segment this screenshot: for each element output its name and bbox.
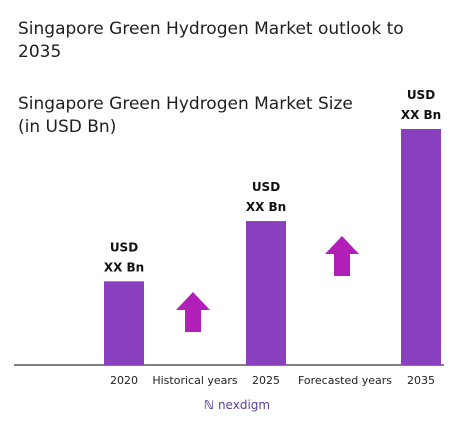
chart-subtitle: Singapore Green Hydrogen Market Size (in… <box>18 94 353 137</box>
brand-name: nexdigm <box>217 398 271 412</box>
data-label-2035: USD XX Bn <box>401 88 441 122</box>
growth-arrow-icon-1 <box>176 292 210 332</box>
tick-label-2020: 2020 <box>110 374 138 387</box>
period-label-2: Forecasted years <box>298 374 392 387</box>
period-label-1: Historical years <box>152 374 238 387</box>
chart-title: Singapore Green Hydrogen Market outlook … <box>18 19 404 62</box>
tick-label-2025: 2025 <box>252 374 280 387</box>
tick-label-2035: 2035 <box>407 374 435 387</box>
growth-arrow-icon-2 <box>325 236 359 276</box>
nexdigm-logo-icon: ℕ <box>203 398 214 412</box>
data-label-2020: USD XX Bn <box>104 240 144 274</box>
bar-2020 <box>104 281 144 365</box>
bar-2025 <box>246 221 286 365</box>
data-label-2025: USD XX Bn <box>246 180 286 214</box>
bar-2035 <box>401 129 441 365</box>
